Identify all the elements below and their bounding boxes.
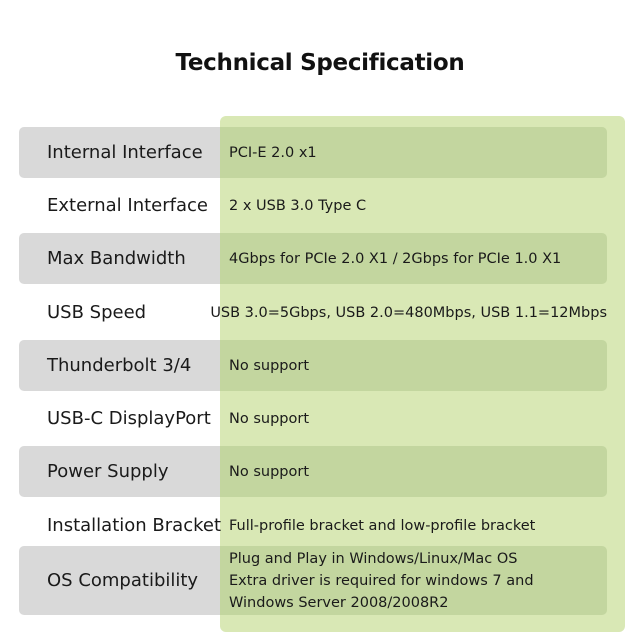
spec-label: Power Supply — [19, 446, 220, 497]
spec-value: No support — [229, 410, 309, 427]
spec-row: Max Bandwidth 4Gbps for PCIe 2.0 X1 / 2G… — [19, 233, 607, 284]
spec-value-line: Windows Server 2008/2008R2 — [229, 594, 449, 611]
spec-value-line: Plug and Play in Windows/Linux/Mac OS — [229, 550, 518, 567]
spec-row: OS Compatibility Plug and Play in Window… — [19, 546, 607, 615]
spec-label: USB-C DisplayPort — [47, 408, 211, 429]
spec-row: USB Speed USB 3.0=5Gbps, USB 2.0=480Mbps… — [19, 287, 607, 338]
spec-row: Thunderbolt 3/4 No support — [19, 340, 607, 391]
page-title: Technical Specification — [175, 50, 465, 76]
spec-value: No support — [220, 446, 607, 497]
spec-label: USB Speed — [47, 302, 147, 323]
spec-row: Internal Interface PCI-E 2.0 x1 — [19, 127, 607, 178]
spec-value: No support — [220, 340, 607, 391]
spec-row: USB-C DisplayPort No support — [19, 393, 607, 444]
spec-value: Full-profile bracket and low-profile bra… — [229, 517, 536, 534]
spec-value-line: Extra driver is required for windows 7 a… — [229, 572, 534, 589]
spec-row: Installation Bracket Full-profile bracke… — [19, 500, 607, 551]
spec-label: OS Compatibility — [19, 546, 220, 615]
spec-label: Thunderbolt 3/4 — [19, 340, 220, 391]
spec-value: USB 3.0=5Gbps, USB 2.0=480Mbps, USB 1.1=… — [210, 304, 607, 321]
spec-label: External Interface — [47, 195, 208, 216]
spec-label: Internal Interface — [19, 127, 220, 178]
spec-label: Max Bandwidth — [19, 233, 220, 284]
spec-row: Power Supply No support — [19, 446, 607, 497]
spec-value: 4Gbps for PCIe 2.0 X1 / 2Gbps for PCIe 1… — [220, 233, 607, 284]
spec-label: Installation Bracket — [47, 515, 222, 536]
spec-value: Plug and Play in Windows/Linux/Mac OS Ex… — [220, 546, 607, 615]
spec-value: PCI-E 2.0 x1 — [220, 127, 607, 178]
spec-value: 2 x USB 3.0 Type C — [229, 197, 367, 214]
spec-row: External Interface 2 x USB 3.0 Type C — [19, 180, 607, 231]
